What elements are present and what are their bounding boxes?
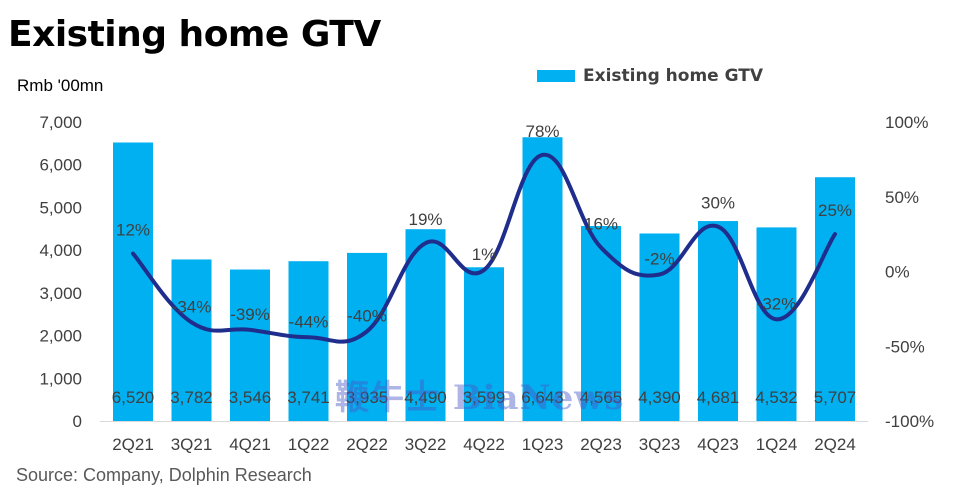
bar xyxy=(756,227,797,421)
growth-value-label: 16% xyxy=(584,215,618,234)
right-tick-label: -50% xyxy=(885,337,925,356)
x-tick-label: 2Q23 xyxy=(580,435,622,454)
chart-title: Existing home GTV xyxy=(8,14,381,55)
growth-value-label: 25% xyxy=(818,201,852,220)
growth-value-label: 30% xyxy=(701,194,735,213)
bar-value-label: 4,490 xyxy=(404,388,447,407)
bar xyxy=(171,259,212,421)
growth-value-label: -32% xyxy=(757,294,797,313)
x-tick-label: 2Q24 xyxy=(814,435,856,454)
bar-value-label: 3,546 xyxy=(229,388,272,407)
x-tick-label: 1Q24 xyxy=(756,435,798,454)
bar xyxy=(522,137,563,421)
left-axis-unit: Rmb '00mn xyxy=(17,76,104,95)
bar-value-label: 5,707 xyxy=(814,388,857,407)
left-tick-label: 1,000 xyxy=(39,369,82,388)
bar-value-label: 3,782 xyxy=(170,388,213,407)
left-axis: 0 1,000 2,000 3,000 4,000 5,000 6,000 7,000 xyxy=(39,113,82,431)
growth-value-label: -40% xyxy=(347,306,387,325)
bar xyxy=(113,142,153,421)
x-tick-label: 3Q22 xyxy=(405,435,447,454)
bar xyxy=(405,229,446,421)
right-tick-label: -100% xyxy=(885,412,934,431)
bar-value-label: 3,935 xyxy=(346,388,389,407)
bar-value-label: 6,643 xyxy=(521,388,564,407)
bar xyxy=(815,177,855,421)
left-tick-label: 4,000 xyxy=(39,241,82,260)
growth-value-label: 12% xyxy=(116,221,150,240)
bar xyxy=(347,252,387,421)
right-tick-label: 100% xyxy=(885,113,928,132)
growth-line xyxy=(131,152,837,344)
legend-label-bar: Existing home GTV xyxy=(583,66,764,86)
bar-value-label: 3,599 xyxy=(463,388,506,407)
source-note: Source: Company, Dolphin Research xyxy=(16,465,312,485)
growth-value-label: -34% xyxy=(172,297,212,316)
growth-value-label: 19% xyxy=(408,210,442,229)
legend: Existing home GTV xyxy=(537,66,763,86)
legend-swatch-bar xyxy=(537,70,575,82)
x-tick-label: 1Q23 xyxy=(522,435,564,454)
growth-value-label: -2% xyxy=(644,249,674,268)
x-tick-label: 4Q21 xyxy=(229,435,271,454)
left-tick-label: 3,000 xyxy=(39,284,82,303)
bar-value-label: 3,741 xyxy=(287,388,330,407)
bar xyxy=(288,261,329,421)
growth-value-label: -39% xyxy=(230,305,270,324)
x-tick-label: 1Q22 xyxy=(288,435,330,454)
bar xyxy=(698,221,738,421)
watermark-text: 鞭牛士 BiaNews xyxy=(335,378,625,418)
x-tick-label: 2Q21 xyxy=(112,435,154,454)
bar-value-label: 4,390 xyxy=(638,388,681,407)
growth-labels: 12% -34% -39% -44% -40% 19% 1% 78% 16% -2% 30% -32%… xyxy=(116,122,852,331)
x-axis: 2Q21 3Q21 4Q21 1Q22 2Q22 3Q22 4Q22 1Q23 2Q23 3Q23… xyxy=(100,421,868,454)
right-axis: -100% -50% 0% 50% 100% xyxy=(885,113,934,431)
left-tick-label: 0 xyxy=(73,412,82,431)
growth-value-label: -44% xyxy=(289,312,329,331)
bar xyxy=(230,269,270,421)
left-tick-label: 5,000 xyxy=(39,198,82,217)
bar-value-label: 6,520 xyxy=(112,388,155,407)
left-tick-label: 2,000 xyxy=(39,327,82,346)
x-tick-label: 3Q23 xyxy=(639,435,681,454)
bar-labels: 6,520 3,782 3,546 3,741 3,935 4,490 3,599 6,643… xyxy=(112,388,857,407)
bar-value-label: 4,532 xyxy=(755,388,798,407)
right-tick-label: 0% xyxy=(885,263,910,282)
bar-value-label: 4,565 xyxy=(580,388,623,407)
growth-value-label: 78% xyxy=(525,122,559,141)
x-tick-label: 2Q22 xyxy=(346,435,388,454)
growth-line-path xyxy=(131,152,837,344)
x-tick-label: 4Q23 xyxy=(697,435,739,454)
x-tick-label: 4Q22 xyxy=(463,435,505,454)
bars xyxy=(113,137,855,421)
right-tick-label: 50% xyxy=(885,188,919,207)
x-tick-label: 3Q21 xyxy=(171,435,213,454)
growth-value-label: 1% xyxy=(472,245,497,264)
bar-value-label: 4,681 xyxy=(697,388,740,407)
bar xyxy=(464,267,504,421)
left-tick-label: 7,000 xyxy=(39,113,82,132)
left-tick-label: 6,000 xyxy=(39,156,82,175)
